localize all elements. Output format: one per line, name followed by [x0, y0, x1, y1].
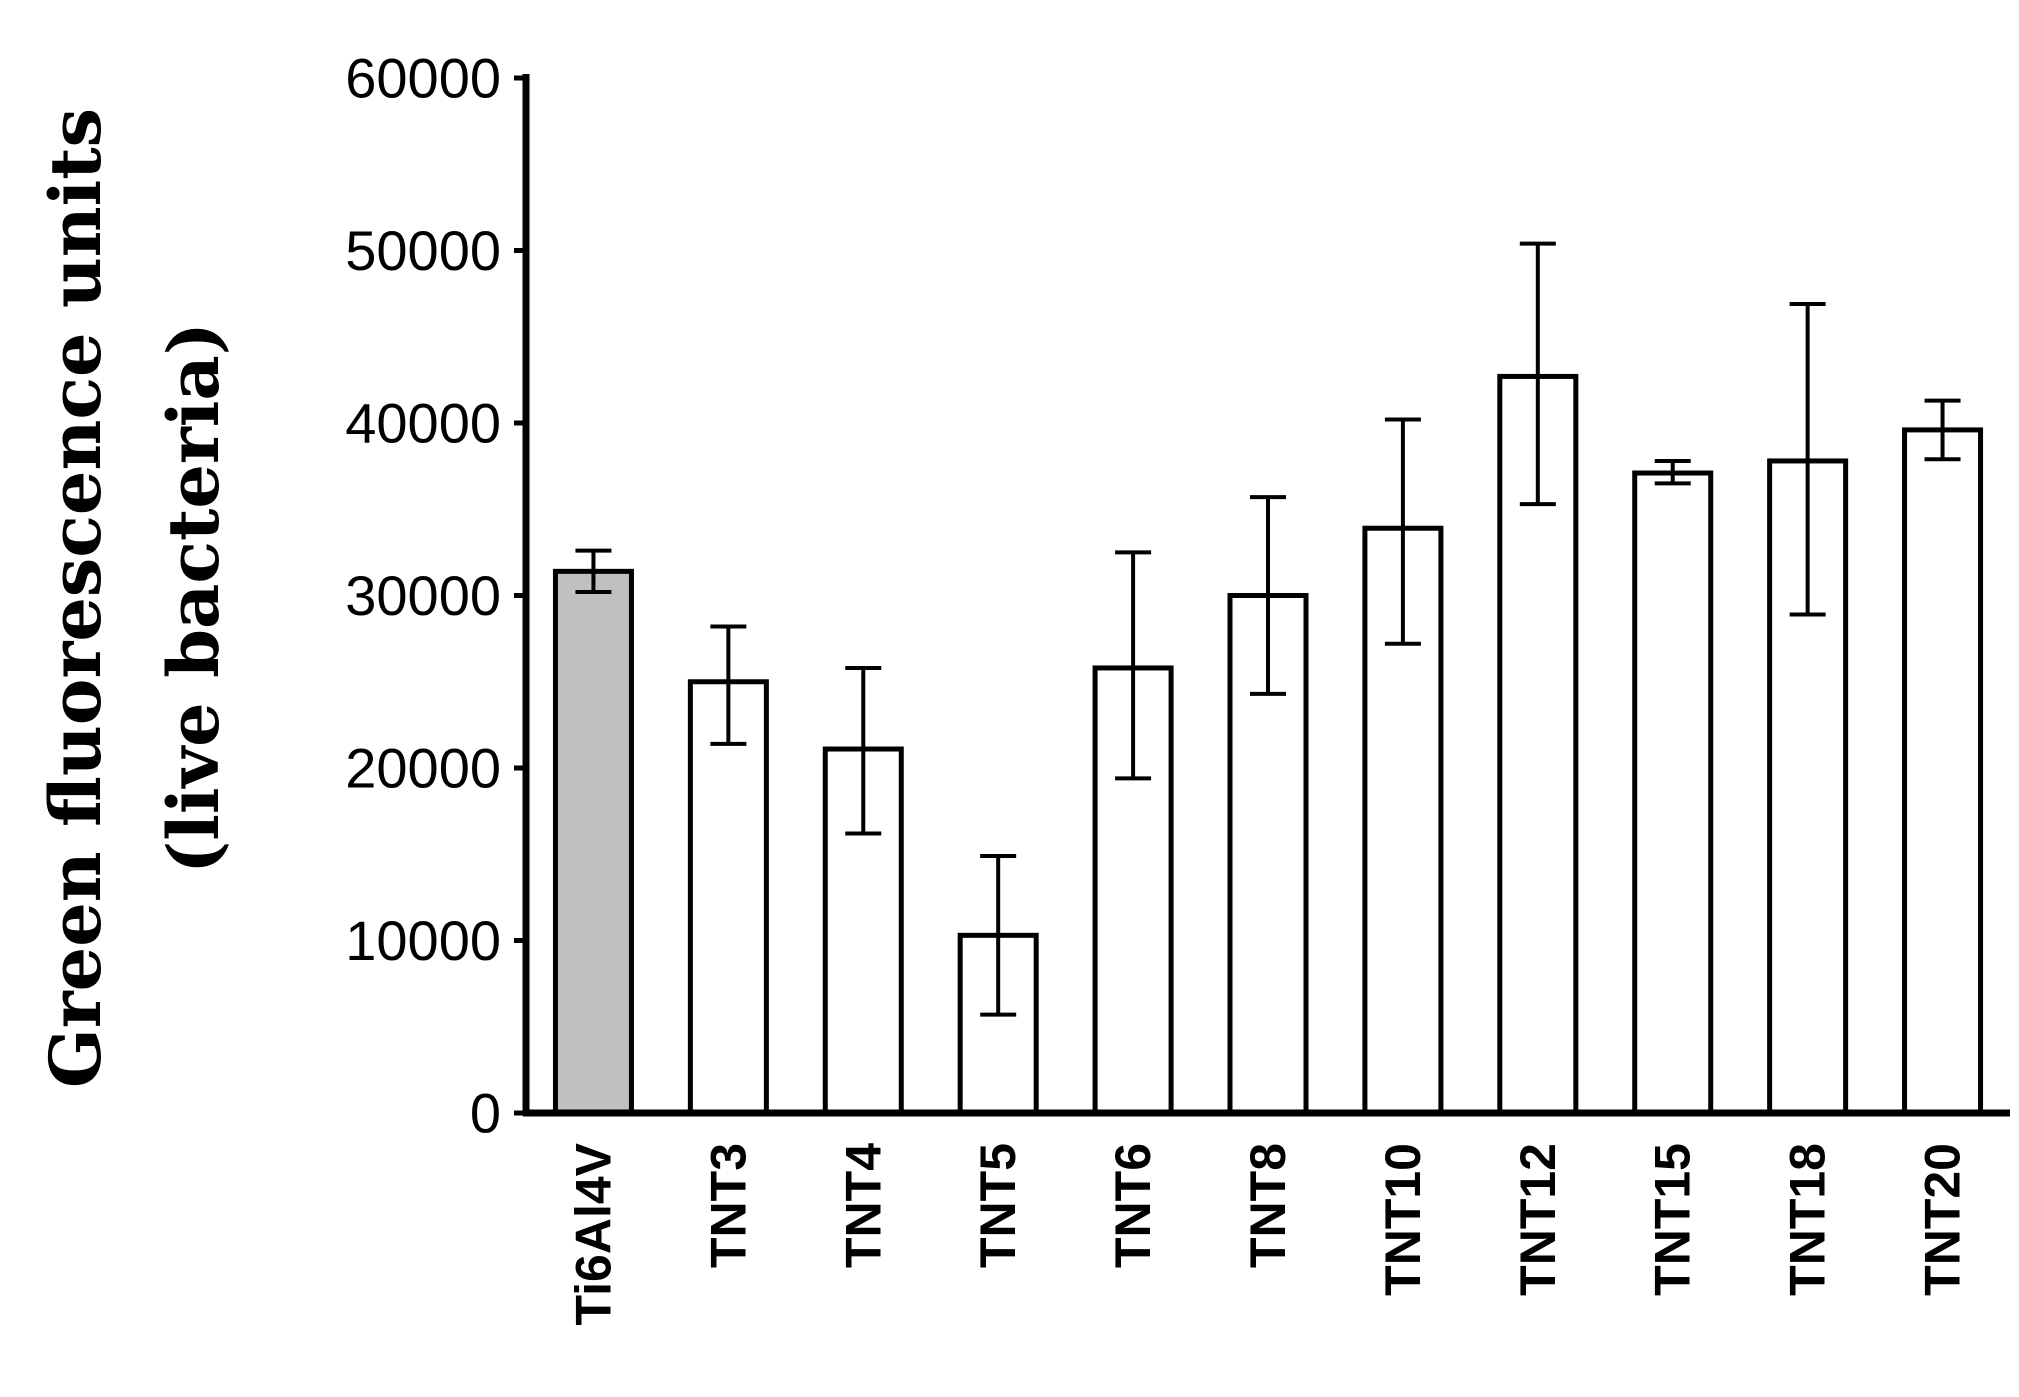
y-axis-title-line-1: Green fluorescence units: [34, 108, 117, 1088]
y-tick-label-60000: 60000: [345, 47, 501, 110]
x-tick-label-TNT10: TNT10: [1375, 1143, 1431, 1296]
x-axis-labels: Ti6Al4V TNT3 TNT4 TNT5 TNT6 TNT8 TNT10 TNT12 TNT…: [565, 1142, 1970, 1325]
y-tick-label-20000: 20000: [345, 737, 501, 800]
x-tick-label-Ti6Al4V: Ti6Al4V: [565, 1142, 621, 1325]
x-tick-label-TNT4: TNT4: [835, 1143, 891, 1268]
x-tick-label-TNT12: TNT12: [1510, 1143, 1566, 1296]
y-axis-title: Green fluorescence units (live bacteria): [34, 108, 235, 1088]
bar-TNT8: [1227, 593, 1309, 1116]
y-tick-label-50000: 50000: [345, 219, 501, 282]
y-axis-ticks: 0 10000 20000 30000 40000 50000 60000: [345, 47, 526, 1145]
x-tick-label-TNT18: TNT18: [1780, 1143, 1836, 1296]
y-tick-label-10000: 10000: [345, 909, 501, 972]
y-axis-title-line-2: (live bacteria): [152, 322, 235, 874]
bar-TNT3: [687, 679, 769, 1116]
y-tick-label-0: 0: [470, 1082, 501, 1145]
x-tick-label-TNT8: TNT8: [1240, 1143, 1296, 1268]
y-tick-label-30000: 30000: [345, 564, 501, 627]
x-tick-label-TNT5: TNT5: [970, 1143, 1026, 1268]
error-bars: [575, 241, 1961, 1017]
x-tick-label-TNT3: TNT3: [700, 1143, 756, 1268]
bar-TNT20: [1902, 427, 1984, 1116]
x-tick-label-TNT6: TNT6: [1105, 1143, 1161, 1268]
bar-Ti6Al4V: [552, 568, 634, 1116]
y-tick-label-40000: 40000: [345, 392, 501, 455]
x-tick-label-TNT20: TNT20: [1915, 1143, 1971, 1296]
bars: [552, 373, 1984, 1116]
x-tick-label-TNT15: TNT15: [1645, 1143, 1701, 1296]
bar-TNT15: [1632, 470, 1714, 1116]
